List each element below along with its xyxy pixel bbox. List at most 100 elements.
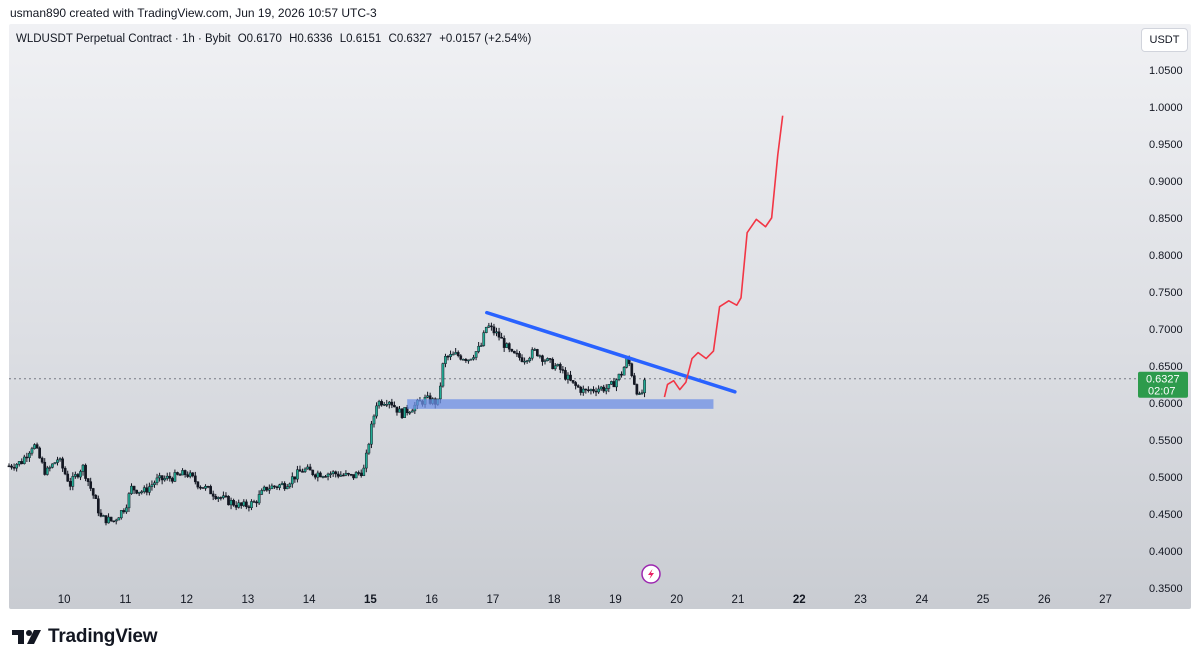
lightning-icon (648, 569, 654, 579)
open-value: O0.6170 (237, 33, 282, 45)
symbol-name: WLDUSDT Perpetual Contract · 1h · Bybit (16, 33, 231, 45)
price-tick-label: 0.9500 (1149, 139, 1183, 151)
candle-body (344, 472, 348, 476)
candle-body (280, 483, 284, 486)
candle-body (176, 472, 179, 475)
candle-body (643, 379, 646, 394)
low-value: L0.6151 (339, 33, 382, 45)
candle-body (15, 464, 19, 469)
candle-body (234, 505, 238, 508)
time-tick-label: 22 (793, 594, 806, 606)
candle-body (61, 458, 64, 469)
time-tick-label: 16 (425, 594, 438, 606)
candle-body (301, 471, 304, 473)
candle-body (171, 478, 174, 482)
candle-body (242, 501, 246, 506)
projection-path[interactable] (663, 115, 784, 398)
candle-body (599, 386, 603, 390)
candle-body (321, 476, 325, 478)
candle-body (173, 472, 177, 482)
candle-body (209, 486, 212, 495)
candle-body (288, 483, 292, 487)
candle-body (306, 466, 309, 470)
candle-body (265, 486, 269, 491)
attribution-text: usman890 created with TradingView.com, J… (10, 6, 377, 20)
candle-body (204, 485, 207, 489)
time-tick-label: 24 (915, 594, 928, 606)
candle-body (10, 465, 13, 468)
candle-body (255, 501, 258, 504)
candle-body (535, 349, 539, 357)
candle-body (104, 515, 108, 524)
price-tick-label: 0.7000 (1149, 324, 1183, 336)
candle-body (382, 404, 386, 406)
candle-body (94, 495, 98, 499)
candle-body (165, 475, 169, 479)
time-tick-label: 20 (670, 594, 683, 606)
time-tick-label: 13 (242, 594, 255, 606)
candle-body (515, 352, 519, 355)
candle-body (125, 507, 128, 513)
candle-body (160, 475, 164, 481)
candle-body (178, 474, 182, 476)
candle-body (584, 388, 588, 391)
candle-body (487, 325, 491, 328)
candle-body (219, 497, 223, 499)
currency-button[interactable]: USDT (1141, 28, 1188, 52)
candle-body (7, 465, 11, 468)
candle-body (191, 472, 195, 477)
price-tick-label: 0.4500 (1149, 509, 1183, 521)
candle-body (553, 365, 557, 370)
candle-body (206, 485, 210, 488)
candle-body (81, 464, 85, 472)
price-tick-label: 0.4000 (1149, 546, 1183, 558)
price-axis[interactable]: 1.0500 1.0000 0.9500 0.9000 0.8500 0.8000 0.75… (1149, 65, 1183, 595)
tradingview-logo-icon (12, 630, 41, 644)
candle-body (640, 392, 644, 395)
candle-body (339, 474, 343, 477)
candle-body (615, 379, 618, 388)
candle-body (587, 389, 590, 392)
candle-body (58, 458, 62, 461)
tradingview-logo[interactable]: TradingView (10, 626, 158, 648)
support-zone[interactable] (407, 399, 714, 409)
candle-body (199, 486, 202, 489)
candle-body (461, 359, 465, 361)
candle-body (472, 357, 475, 360)
candle-body (589, 389, 593, 391)
time-axis[interactable]: 10 11 12 13 14 15 16 17 18 19 20 21 22 23 24 25 26 27 (58, 594, 1112, 606)
candle-body (576, 385, 580, 388)
candle-body (250, 501, 253, 509)
candle-body (395, 406, 399, 413)
candle-body (275, 486, 279, 488)
candle-body (45, 467, 49, 475)
event-marker[interactable] (641, 564, 661, 584)
candle-body (449, 354, 452, 357)
price-tick-label: 0.3500 (1149, 583, 1183, 595)
candle-body (17, 461, 21, 465)
candle-body (342, 474, 345, 477)
candle-body (252, 501, 256, 503)
candle-body (257, 494, 261, 504)
candle-body (464, 359, 468, 361)
candle-body (33, 444, 36, 449)
descending-trendline[interactable] (485, 310, 737, 394)
candle-body (214, 496, 218, 499)
candle-body (380, 401, 383, 406)
tradingview-brand: TradingView (48, 626, 158, 647)
candle-body (96, 498, 100, 514)
chart-panel[interactable] (9, 24, 1191, 609)
candle-body (533, 349, 537, 351)
candle-body (546, 358, 549, 361)
candle-body (91, 488, 95, 496)
candle-body (571, 380, 575, 383)
candle-body (495, 331, 498, 334)
price-tick-label: 0.5000 (1149, 472, 1183, 484)
candle-body (497, 331, 501, 338)
time-tick-label: 26 (1038, 594, 1051, 606)
candle-body (153, 482, 156, 485)
candle-body (359, 472, 363, 476)
candle-body (467, 359, 470, 362)
candle-body (130, 485, 133, 494)
